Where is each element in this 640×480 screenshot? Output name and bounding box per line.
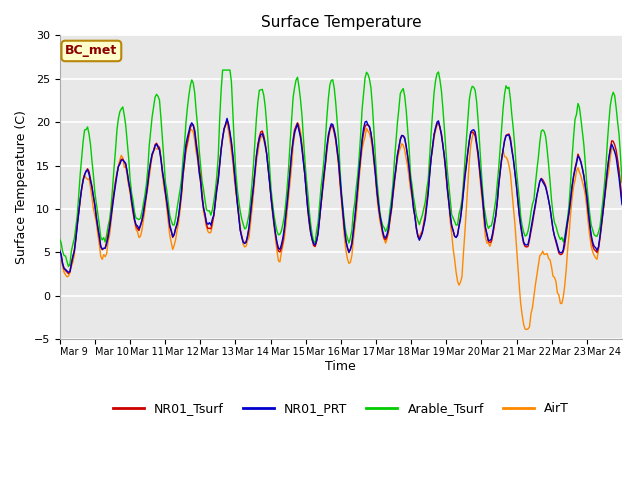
Title: Surface Temperature: Surface Temperature <box>260 15 421 30</box>
Text: BC_met: BC_met <box>65 45 118 58</box>
Y-axis label: Surface Temperature (C): Surface Temperature (C) <box>15 110 28 264</box>
Legend: NR01_Tsurf, NR01_PRT, Arable_Tsurf, AirT: NR01_Tsurf, NR01_PRT, Arable_Tsurf, AirT <box>108 397 573 420</box>
X-axis label: Time: Time <box>326 360 356 373</box>
